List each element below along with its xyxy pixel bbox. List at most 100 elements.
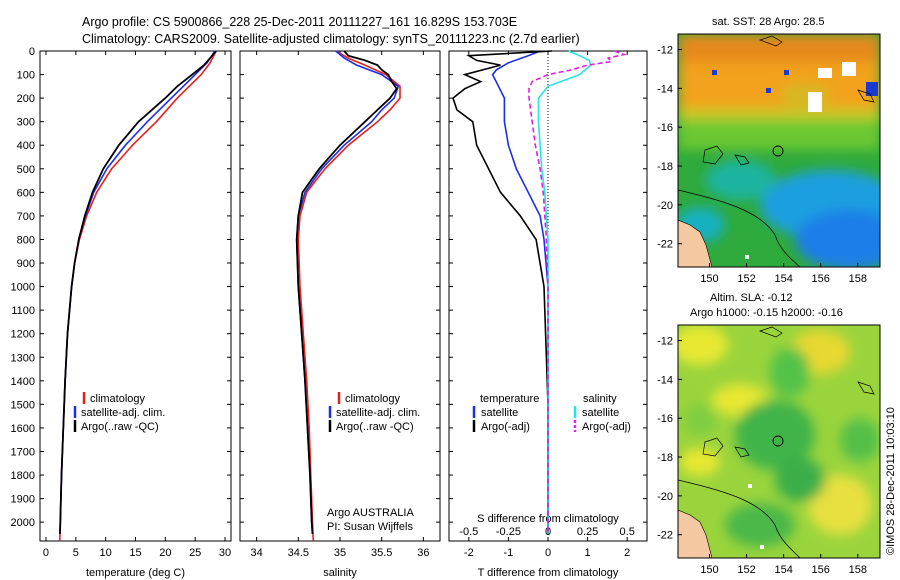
y-tick-label: 700: [17, 211, 35, 223]
x-tick-label: 25: [189, 547, 201, 559]
x-axis-label: T difference from climatology: [478, 567, 619, 579]
map-y-tick-label: -18: [657, 452, 673, 464]
legend-label: Argo(..raw -QC): [336, 421, 414, 433]
y-tick-label: 1900: [11, 494, 35, 506]
map-y-tick-label: -22: [657, 239, 673, 251]
x-tick-label: 35.5: [371, 547, 392, 559]
x-tick-label: 10: [100, 547, 112, 559]
sst-map: sat. SST: 28 Argo: 28.5: [657, 16, 881, 285]
sla-map-title-1: Altim. SLA: -0.12: [710, 292, 793, 304]
map-y-tick-label: -14: [657, 83, 673, 95]
y-tick-label: 1000: [11, 282, 35, 294]
map-y-tick-label: -18: [657, 161, 673, 173]
side-timestamp: ©IMOS 28-Dec-2011 10:03:10: [885, 407, 897, 555]
legend-label: satellite-adj. clim.: [81, 407, 165, 419]
x-top-tick-label: -0.5: [459, 526, 478, 538]
difference-panel: -2 -1 0 1 2 T difference from climatology -0.5…: [448, 50, 648, 579]
x-tick-label: 20: [159, 547, 171, 559]
header-line-2: Climatology: CARS2009. Satellite-adjuste…: [82, 32, 580, 46]
temperature-panel: 0 5 10 15 20 25 30 temperature (deg C) 0 100 200 30…: [11, 46, 232, 579]
y-tick-label: 100: [17, 70, 35, 82]
y-tick-label: 1600: [11, 423, 35, 435]
x-axis-label: salinity: [323, 567, 357, 579]
sla-map-title-2: Argo h1000: -0.15 h2000: -0.16: [690, 307, 843, 319]
series-line-t-satellite: [491, 50, 549, 534]
y-tick-label: 1800: [11, 470, 35, 482]
y-tick-label: 1300: [11, 352, 35, 364]
map-x-tick-label: 154: [774, 564, 792, 576]
plot-frame: [39, 50, 232, 542]
map-y-tick-label: -16: [657, 122, 673, 134]
y-tick-label: 1200: [11, 329, 35, 341]
x-tick-label: 0: [43, 547, 49, 559]
map-y-tick-label: -12: [657, 336, 673, 348]
legend-label: satellite: [481, 407, 518, 419]
map-x-tick-label: 150: [700, 564, 718, 576]
y-tick-label: 0: [29, 46, 35, 58]
y-tick-label: 1100: [11, 305, 35, 317]
map-y-tick-label: -12: [657, 45, 673, 57]
map-x-tick-label: 158: [849, 564, 867, 576]
x-top-tick-label: 0.5: [620, 526, 635, 538]
temperature-legend: climatology satellite-adj. clim. Argo(..…: [73, 392, 165, 433]
y-tick-label: 2000: [11, 517, 35, 529]
map-x-tick-label: 156: [812, 273, 830, 285]
x-axis-label: temperature (deg C): [86, 567, 185, 579]
x-tick-label: 1: [585, 547, 591, 559]
legend-label: climatology: [345, 393, 401, 405]
legend-label: satellite: [582, 407, 619, 419]
y-tick-label: 1400: [11, 376, 35, 388]
y-tick-label: 900: [17, 258, 35, 270]
map-y-tick-label: -22: [657, 530, 673, 542]
map-y-tick-label: -14: [657, 374, 673, 386]
legend-title-salinity: salinity: [583, 393, 617, 405]
x-tick-label: -2: [464, 547, 474, 559]
difference-legend: temperature satellite Argo(-adj) salinit…: [472, 393, 631, 433]
header-line-1: Argo profile: CS 5900866_228 25-Dec-2011…: [82, 15, 517, 29]
argo-annotation-line2: PI: Susan Wijffels: [327, 521, 413, 533]
y-tick-label: 500: [17, 164, 35, 176]
series-line-t-argo--adj-: [452, 50, 553, 534]
legend-title-temperature: temperature: [480, 393, 539, 405]
map-y-tick-label: -20: [657, 491, 673, 503]
salinity-legend: climatology satellite-adj. clim. Argo(..…: [327, 392, 420, 533]
x-top-tick-label: -0.25: [496, 526, 521, 538]
series-line-argo---raw--qc-: [59, 50, 217, 534]
legend-label: satellite-adj. clim.: [336, 407, 420, 419]
x-tick-label: 15: [129, 547, 141, 559]
map-x-tick-label: 152: [737, 273, 755, 285]
map-x-tick-label: 152: [737, 564, 755, 576]
sla-map: Altim. SLA: -0.12 Argo h1000: -0.15 h200…: [657, 292, 881, 576]
x-tick-label: 34.5: [288, 547, 309, 559]
x-tick-label: 0: [545, 547, 551, 559]
legend-label: Argo(-adj): [582, 421, 631, 433]
map-y-tick-label: -16: [657, 413, 673, 425]
x-tick-label: 5: [73, 547, 79, 559]
argo-annotation-line1: Argo AUSTRALIA: [327, 507, 414, 519]
y-tick-label: 800: [17, 234, 35, 246]
x-tick-label: 34: [251, 547, 263, 559]
series-line-argo---raw--qc-: [295, 50, 398, 534]
x-tick-label: 35: [334, 547, 346, 559]
salinity-panel: 34 34.5 35 35.5 36 salinity: [239, 50, 441, 579]
map-x-tick-label: 150: [700, 273, 718, 285]
y-tick-label: 400: [17, 140, 35, 152]
plot-frame: [239, 50, 441, 542]
legend-label: Argo(-adj): [481, 421, 530, 433]
y-tick-label: 300: [17, 117, 35, 129]
map-x-tick-label: 156: [812, 564, 830, 576]
y-tick-label: 200: [17, 93, 35, 105]
map-x-tick-label: 154: [774, 273, 792, 285]
x-tick-label: -1: [504, 547, 514, 559]
x-tick-label: 2: [624, 547, 630, 559]
series-line-s-argo--adj-: [528, 50, 627, 534]
y-tick-label: 600: [17, 187, 35, 199]
y-tick-label: 1700: [11, 446, 35, 458]
x-tick-label: 36: [417, 547, 429, 559]
series-line-climatology: [297, 50, 401, 542]
sst-map-title: sat. SST: 28 Argo: 28.5: [712, 16, 825, 28]
map-y-tick-label: -20: [657, 200, 673, 212]
x-top-tick-label: 0.25: [577, 526, 598, 538]
legend-label: climatology: [90, 393, 146, 405]
